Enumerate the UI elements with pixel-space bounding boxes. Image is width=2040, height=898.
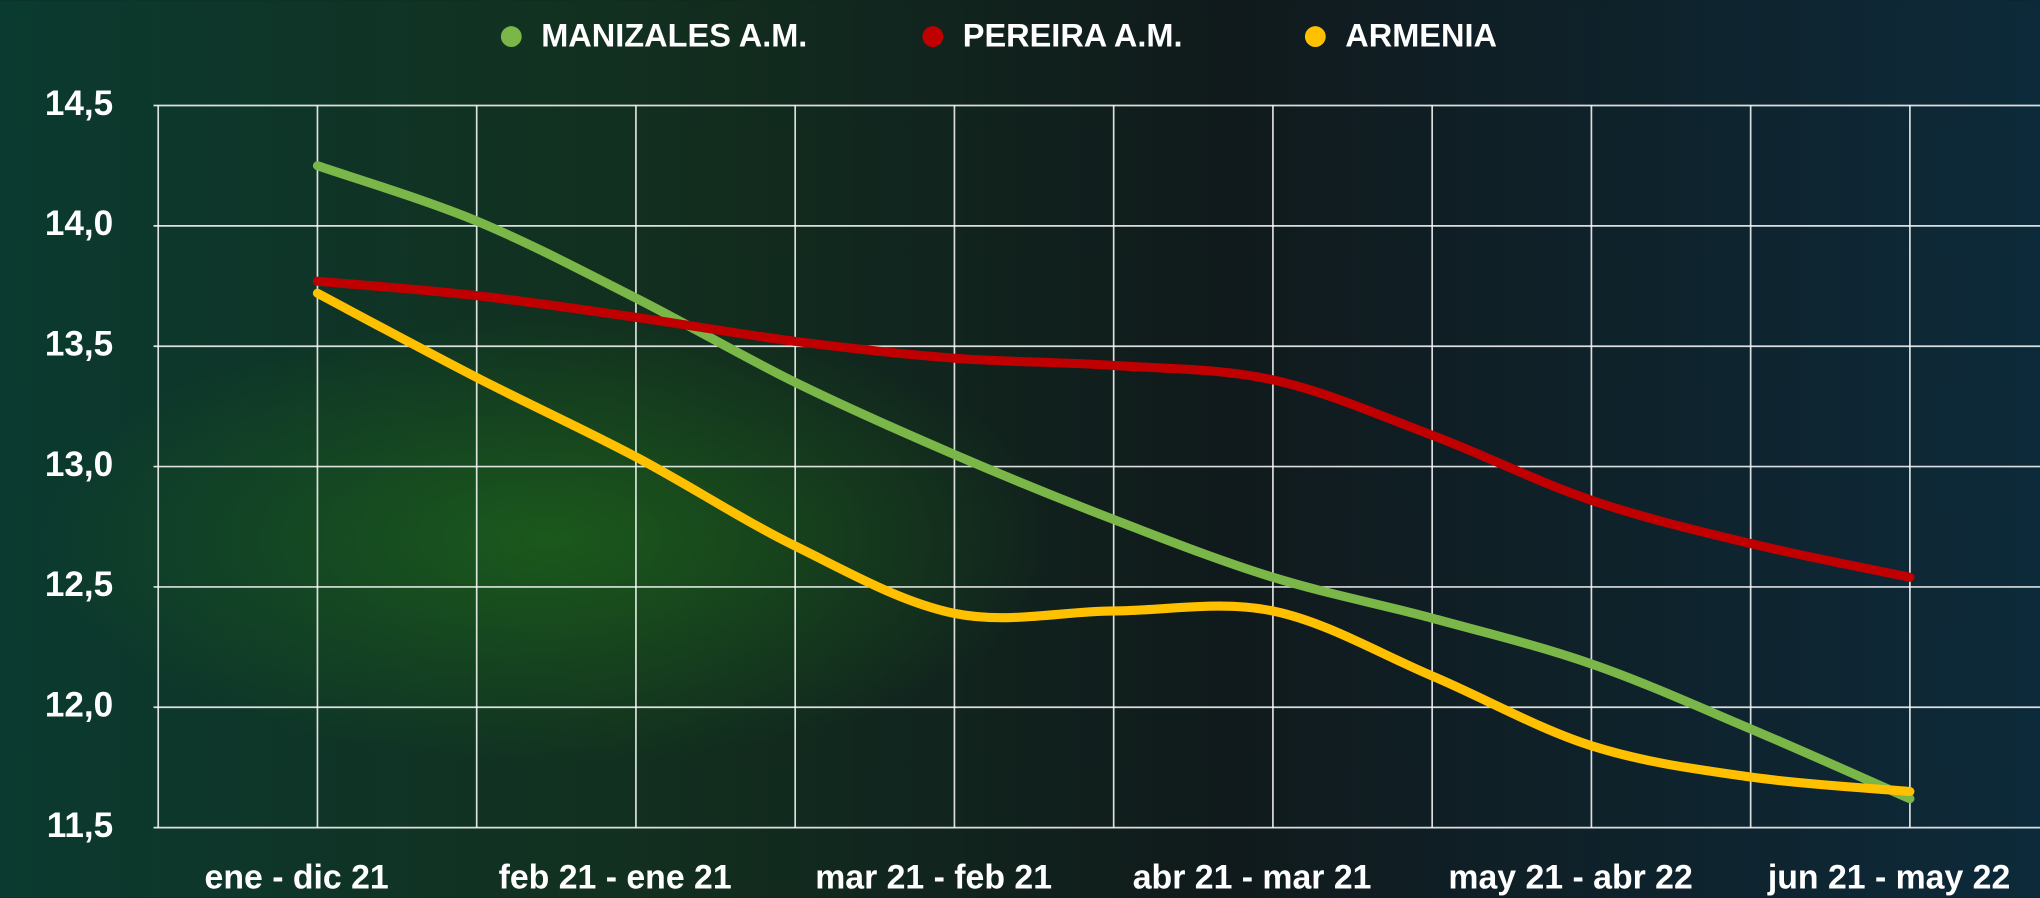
x-tick-label: jun 21 - may 22	[1767, 859, 2010, 897]
legend-label: ARMENIA	[1345, 17, 1497, 53]
y-tick-label: 11,5	[47, 806, 113, 845]
x-tick-label: mar 21 - feb 21	[815, 859, 1052, 897]
legend-label: PEREIRA A.M.	[963, 17, 1183, 53]
legend-marker	[922, 26, 944, 47]
y-tick-label: 14,0	[45, 204, 113, 243]
legend-label: MANIZALES A.M.	[541, 17, 807, 53]
y-tick-label: 13,0	[45, 445, 113, 484]
x-tick-label: abr 21 - mar 21	[1133, 859, 1372, 897]
series-line	[312, 276, 1915, 582]
series-line	[312, 288, 1915, 797]
series-line	[312, 161, 1915, 804]
x-tick-label: may 21 - abr 22	[1448, 859, 1692, 897]
legend-marker	[1304, 26, 1326, 47]
y-tick-label: 12,0	[45, 686, 113, 725]
x-tick-label: ene - dic 21	[205, 859, 389, 897]
y-tick-label: 12,5	[45, 565, 113, 604]
y-tick-label: 14,5	[45, 84, 113, 123]
y-tick-label: 13,5	[45, 325, 113, 364]
legend-marker	[500, 26, 522, 47]
x-tick-label: feb 21 - ene 21	[499, 859, 732, 897]
